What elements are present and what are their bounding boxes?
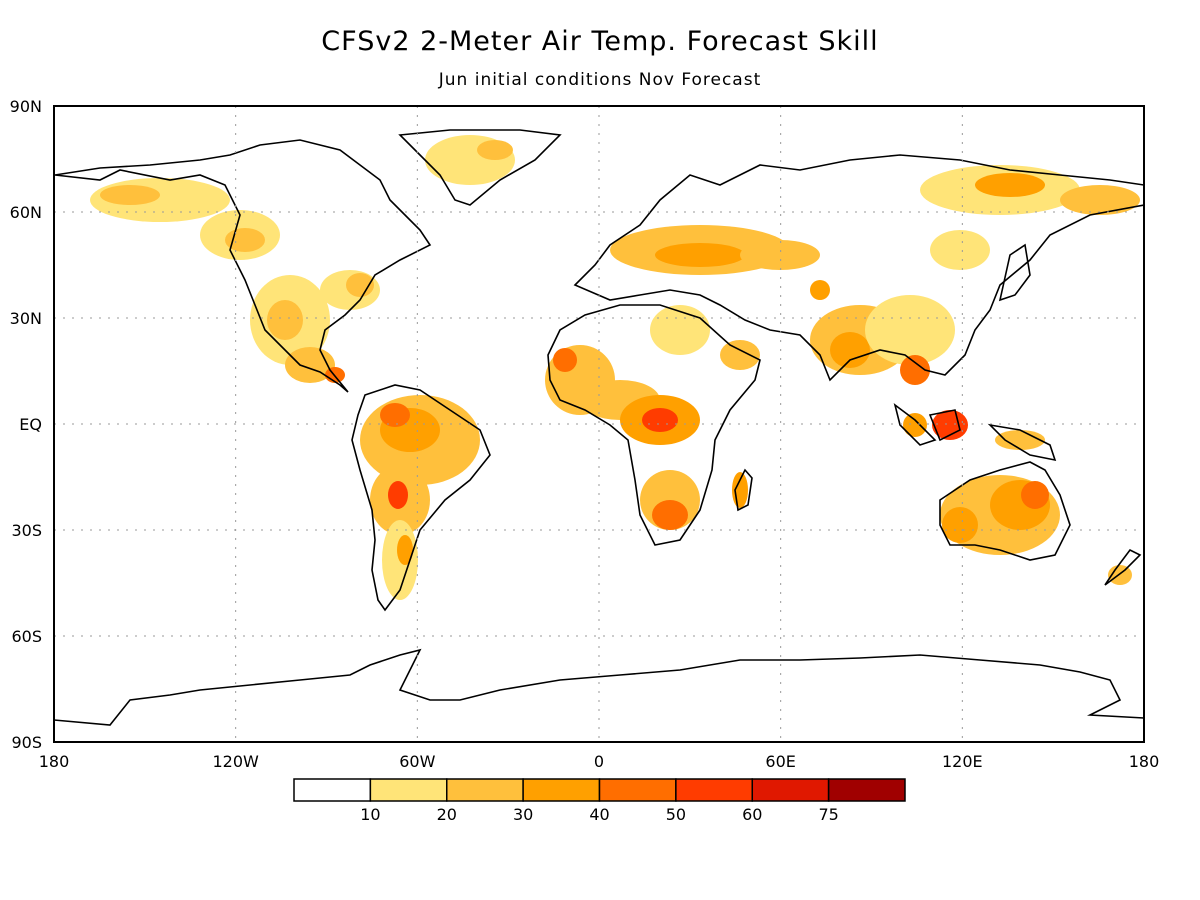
colorbar-swatch [598,778,677,802]
lat-label: 60S [11,627,42,646]
lon-label: 120W [212,752,259,771]
colorbar-tick-label: 60 [742,805,762,824]
colorbar-tick-label: 50 [666,805,686,824]
colorbar-swatch [293,778,372,802]
colorbar-tick-label: 30 [513,805,533,824]
lon-label: 0 [594,752,604,771]
colorbar-swatch [675,778,753,802]
colorbar-swatch [522,778,601,802]
map-frame [53,105,1145,743]
map-subtitle: Jun initial conditions Nov Forecast [438,70,762,90]
colorbar: 10 20 30 40 50 60 75 [293,778,906,824]
lon-label: 60W [399,752,435,771]
lon-label: 180 [1129,752,1160,771]
colorbar-tick-label: 20 [437,805,457,824]
lat-label: 60N [10,203,42,222]
longitude-labels: 180 120W 60W 0 60E 120E 180 [39,752,1160,771]
colorbar-swatch [446,778,524,802]
skill-shading [90,135,1140,600]
lon-label: 180 [39,752,70,771]
lat-label: 90N [10,97,42,116]
coastlines [54,129,1144,726]
lat-label: 30N [10,309,42,328]
latitude-labels: 90N 60N 30N EQ 30S 60S 90S [10,97,42,752]
colorbar-tick-label: 10 [360,805,380,824]
map-title: CFSv2 2-Meter Air Temp. Forecast Skill [321,26,879,57]
colorbar-swatch [369,778,448,802]
colorbar-swatch [751,778,830,802]
lat-label: 90S [11,733,42,752]
graticule [54,106,1144,742]
lon-label: 60E [765,752,795,771]
colorbar-tick-label: 40 [589,805,609,824]
lat-label: 30S [11,521,42,540]
colorbar-tick-label: 75 [818,805,838,824]
colorbar-swatch [827,778,906,802]
lon-label: 120E [942,752,983,771]
lat-label: EQ [19,415,42,434]
